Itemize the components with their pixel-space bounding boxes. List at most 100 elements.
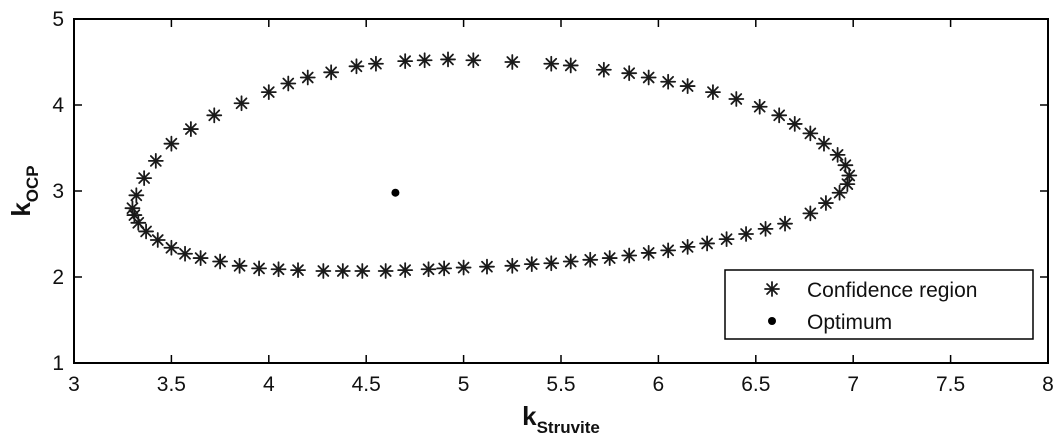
confidence-region-point (163, 239, 180, 256)
confidence-region-point (829, 146, 846, 163)
confidence-region-point (621, 65, 638, 82)
confidence-region-point (777, 215, 793, 232)
y-axis-ticks: 1 2 3 4 5 (52, 8, 1048, 375)
confidence-region-point (818, 195, 834, 211)
confidence-region-point (368, 55, 384, 72)
confidence-region-point (149, 232, 166, 248)
confidence-region-point (177, 245, 193, 262)
y-tick-label: 5 (52, 8, 64, 31)
confidence-region-point (699, 235, 715, 252)
y-axis-label-main: k (6, 202, 36, 217)
y-axis-label: kOCP (6, 165, 42, 216)
confidence-region-point (128, 187, 145, 204)
x-tick-label: 5.5 (546, 373, 575, 396)
confidence-region-point (757, 220, 774, 237)
confidence-region-point (136, 170, 153, 187)
confidence-region-point (260, 84, 277, 100)
confidence-region-point (837, 157, 854, 174)
x-axis-label-main: k (522, 401, 537, 431)
x-tick-label: 7.5 (936, 373, 965, 396)
confidence-region-point (679, 238, 696, 255)
confidence-region-point (192, 250, 209, 266)
x-tick-label: 8 (1042, 373, 1054, 396)
legend-asterisk-icon (764, 281, 780, 297)
confidence-region-point (582, 251, 599, 268)
confidence-region-point (543, 55, 560, 72)
confidence-region-point (705, 84, 721, 100)
confidence-region-point (738, 226, 754, 242)
confidence-region-point (504, 54, 521, 70)
confidence-region-point (543, 255, 560, 272)
x-tick-label: 4 (263, 373, 275, 396)
confidence-region-point (523, 256, 540, 273)
x-axis-ticks: 3 3.5 4 4.5 5 5.5 6 6.5 7 7.5 8 (68, 19, 1054, 396)
legend-dot-icon (768, 317, 776, 325)
confidence-region-point (621, 247, 638, 264)
legend-box (724, 269, 1034, 340)
confidence-region-point (455, 259, 472, 276)
x-tick-label: 7 (847, 373, 859, 396)
y-tick-label: 1 (52, 352, 64, 375)
confidence-region-point (233, 95, 250, 112)
confidence-region-point (147, 152, 164, 169)
confidence-region-point (231, 257, 248, 274)
y-tick-label: 2 (52, 266, 64, 289)
confidence-region-point (802, 205, 819, 222)
confidence-region-point (660, 242, 677, 259)
confidence-region-point (270, 261, 287, 278)
confidence-region-point (816, 135, 832, 152)
confidence-region-point (280, 75, 297, 92)
confidence-region-point (465, 52, 482, 69)
confidence-region-point (126, 207, 143, 223)
y-tick-label: 3 (52, 180, 64, 203)
confidence-region-point (595, 61, 612, 78)
confidence-region-point (718, 231, 735, 248)
x-tick-label: 4.5 (352, 373, 381, 396)
confidence-region-point (251, 260, 267, 277)
confidence-region-point (440, 51, 456, 68)
confidence-region-point (640, 69, 657, 86)
confidence-region-point (323, 64, 340, 81)
confidence-region-point (290, 262, 306, 279)
confidence-region-point (377, 263, 394, 279)
confidence-region-point (831, 184, 848, 201)
confidence-region-point (679, 78, 696, 94)
confidence-region-point (206, 107, 223, 124)
confidence-region-point (751, 98, 768, 115)
x-tick-label: 3 (68, 373, 80, 396)
x-tick-label: 5 (458, 373, 470, 396)
data-markers (124, 51, 858, 279)
legend: Confidence region Optimum (724, 269, 1034, 340)
confidence-region-point (504, 257, 521, 274)
confidence-region-point (562, 57, 579, 74)
confidence-region-point (436, 260, 453, 277)
confidence-region-point (397, 53, 414, 70)
confidence-region-point (416, 52, 433, 69)
legend-label-confidence-region: Confidence region (807, 279, 977, 302)
confidence-region-point (163, 135, 180, 152)
x-tick-label: 6 (653, 373, 665, 396)
x-tick-label: 3.5 (157, 373, 186, 396)
confidence-region-point (479, 258, 495, 275)
confidence-region-point (334, 263, 351, 279)
confidence-region-point (562, 253, 579, 270)
confidence-region-point (786, 116, 803, 132)
confidence-region-point (182, 121, 199, 137)
confidence-region-point (728, 91, 745, 107)
confidence-region-point (348, 58, 365, 75)
x-axis-label-subscript: Struvite (537, 418, 600, 437)
confidence-region-point (212, 253, 229, 270)
optimum-point (391, 188, 400, 197)
confidence-region-point (354, 263, 371, 279)
confidence-region-point (601, 250, 618, 266)
confidence-region-point (315, 263, 332, 279)
confidence-region-point (841, 167, 858, 184)
x-tick-label: 6.5 (741, 373, 770, 396)
legend-label-optimum: Optimum (807, 311, 892, 334)
confidence-region-point (420, 261, 437, 278)
confidence-region-point (771, 107, 788, 124)
confidence-region-point (640, 245, 657, 261)
confidence-region-point (397, 262, 414, 279)
y-tick-label: 4 (52, 94, 64, 117)
